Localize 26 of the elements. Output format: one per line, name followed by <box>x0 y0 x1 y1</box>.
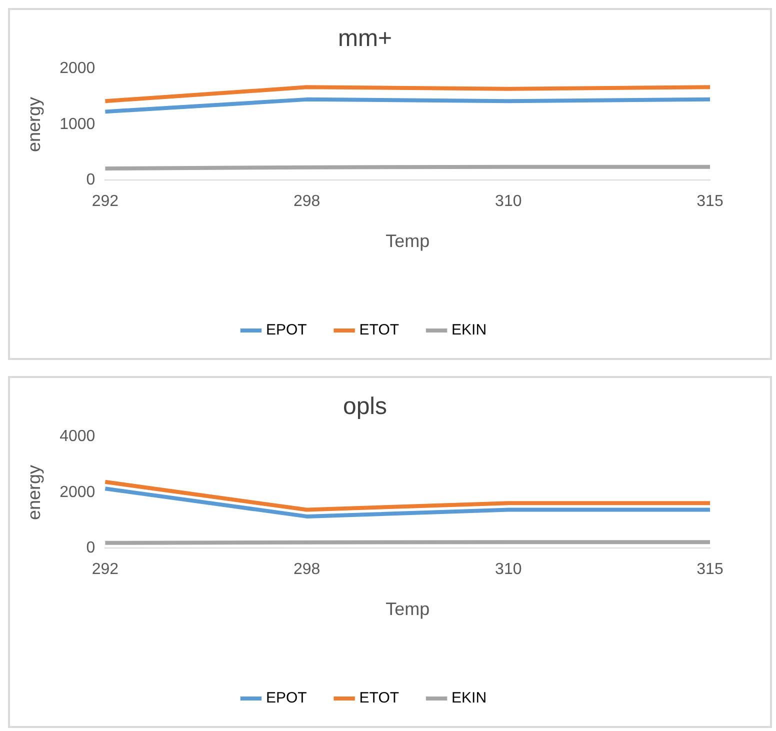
x-tick-label: 310 <box>495 561 522 578</box>
x-tick-label: 310 <box>495 193 522 210</box>
y-tick-label: 0 <box>86 540 96 557</box>
y-axis-title: energy <box>24 96 44 152</box>
legend-label: EPOT <box>266 690 307 707</box>
y-tick-label: 4000 <box>60 428 96 446</box>
x-axis-title: Temp <box>386 599 430 620</box>
y-axis-title: energy <box>24 464 44 520</box>
y-tick-label: 1000 <box>60 116 96 133</box>
chart-title: opls <box>342 393 388 420</box>
x-tick-label: 315 <box>696 193 724 210</box>
legend-label: EPOT <box>266 322 307 339</box>
x-tick-label: 298 <box>293 193 320 210</box>
y-tick-label: 2000 <box>60 484 96 501</box>
y-tick-label: 0 <box>86 172 96 189</box>
y-tick-label: 2000 <box>60 60 96 78</box>
x-tick-label: 292 <box>92 193 119 210</box>
legend-label: ETOT <box>359 322 400 339</box>
legend-label: ETOT <box>359 690 400 707</box>
legend-label: EKIN <box>452 690 487 707</box>
x-axis-title: Temp <box>386 231 430 252</box>
chart-title: mm+ <box>338 25 392 52</box>
x-tick-label: 315 <box>696 561 724 578</box>
x-tick-label: 298 <box>293 561 320 578</box>
x-tick-label: 292 <box>92 561 119 578</box>
legend-label: EKIN <box>452 322 487 339</box>
